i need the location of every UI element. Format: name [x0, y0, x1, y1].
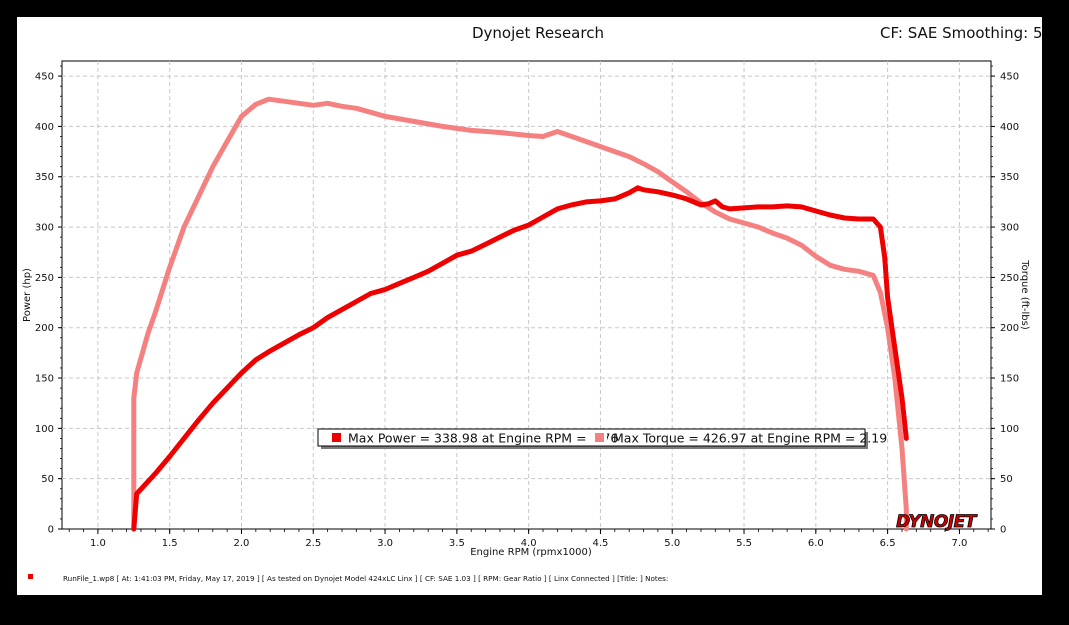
y-axis-label: Power (hp)	[22, 268, 33, 322]
chart-canvas: 1.0 1.5 2.0 2.5 3.0 3.5 4.0 4.5 5.0 5.5 6.0 6.5 7.0 0…	[22, 60, 1030, 558]
series-lines	[131, 96, 909, 532]
dynojet-logo-text: DYNOJET	[896, 512, 978, 532]
y-left-tick-label: 200	[35, 323, 54, 334]
x-tick-label: 6.5	[880, 538, 896, 549]
power-legend-label: Max Power = 338.98 at Engine RPM = 4.76	[348, 431, 618, 446]
y-right-tick-label: 250	[1000, 273, 1019, 284]
x-tick-label: 1.5	[162, 538, 178, 549]
x-tick-label: 4.0	[521, 538, 537, 549]
y-right-tick-label: 150	[1000, 374, 1019, 385]
y-right-tick-label: 100	[1000, 424, 1019, 435]
y-right-tick-label: 450	[1000, 72, 1019, 83]
y-left-tick-label: 50	[41, 474, 54, 485]
x-tick-label: 6.0	[808, 538, 824, 549]
y-right-tick-label: 50	[1000, 474, 1013, 485]
legend[interactable]: Max Power = 338.98 at Engine RPM = 4.76 …	[317, 428, 887, 449]
y-left-tick-label: 450	[35, 72, 54, 83]
correction-settings: CF: SAE Smoothing: 5	[880, 24, 1043, 42]
x-tick-label: 7.0	[951, 538, 967, 549]
power-line	[131, 185, 909, 532]
legend-entry-power[interactable]: Max Power = 338.98 at Engine RPM = 4.76	[332, 431, 618, 446]
x-tick-label: 5.5	[736, 538, 752, 549]
y-right-tick-label: 300	[1000, 223, 1019, 234]
y-left-tick-label: 400	[35, 122, 54, 133]
y-left-tick-label: 350	[35, 172, 54, 183]
x-axis-label: Engine RPM (rpmx1000)	[470, 547, 592, 558]
y-left-tick-label: 150	[35, 374, 54, 385]
power-legend-swatch	[332, 433, 341, 442]
x-tick-label: 3.0	[377, 538, 393, 549]
chart-title: Dynojet Research	[472, 24, 604, 42]
x-tick-label: 1.0	[90, 538, 106, 549]
run-file-info: RunFile_1.wp8 [ At: 1:41:03 PM, Friday, …	[63, 574, 669, 583]
x-tick-label: 2.0	[234, 538, 250, 549]
y2-axis-label: Torque (ft-lbs)	[1019, 259, 1030, 330]
dynojet-logo: DYNOJET	[896, 512, 979, 533]
y-right-tick-label: 400	[1000, 122, 1019, 133]
y-right-tick-label: 0	[1000, 525, 1006, 536]
y-left-tick-label: 300	[35, 223, 54, 234]
x-tick-label: 2.5	[305, 538, 321, 549]
axis-ticks: 1.0 1.5 2.0 2.5 3.0 3.5 4.0 4.5 5.0 5.5 6.0 6.5 7.0 0…	[35, 65, 1019, 549]
torque-series	[131, 96, 909, 532]
run-color-marker	[28, 574, 33, 579]
x-tick-label: 4.5	[592, 538, 608, 549]
y-right-tick-label: 350	[1000, 172, 1019, 183]
y-left-tick-label: 250	[35, 273, 54, 284]
plot-area	[61, 60, 992, 530]
torque-legend-label: Max Torque = 426.97 at Engine RPM = 2.19	[613, 431, 887, 446]
power-series	[131, 185, 909, 532]
legend-entry-torque[interactable]: Max Torque = 426.97 at Engine RPM = 2.19	[587, 430, 887, 446]
y-right-tick-label: 200	[1000, 323, 1019, 334]
torque-legend-swatch	[595, 433, 604, 442]
dyno-chart-window: 1.0 1.5 2.0 2.5 3.0 3.5 4.0 4.5 5.0 5.5 6.0 6.5 7.0 0…	[17, 17, 1043, 595]
y-left-tick-label: 0	[48, 525, 54, 536]
x-tick-label: 5.0	[664, 538, 680, 549]
y-left-tick-label: 100	[35, 424, 54, 435]
x-tick-label: 3.5	[449, 538, 465, 549]
